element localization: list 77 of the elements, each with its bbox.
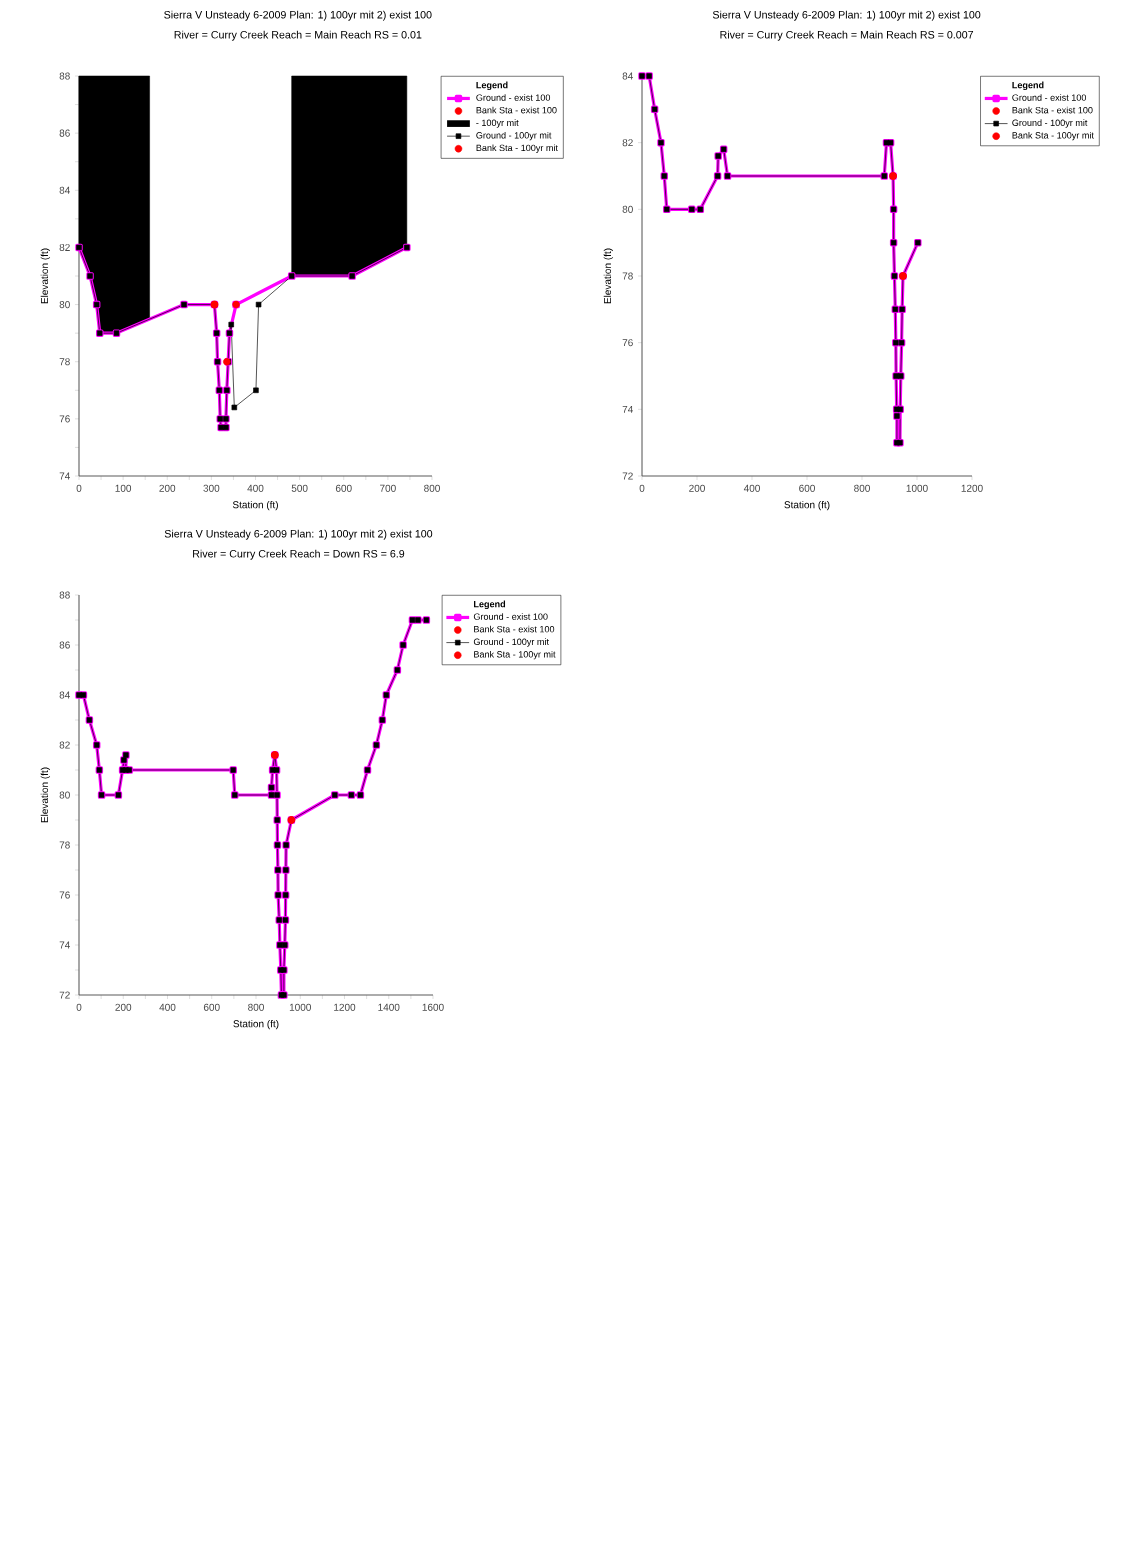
- legend-label: Bank Sta - 100yr mit: [474, 650, 556, 660]
- legend-label: Ground - 100yr mit: [1012, 119, 1088, 128]
- legend-label: Ground - 100yr mit: [476, 131, 552, 141]
- x-axis-title: Station (ft): [232, 500, 278, 511]
- chart-title: Sierra V Unsteady 6-2009 Plan: 1) 100yr mit 2) exist 100: [712, 10, 981, 21]
- chart-title: Sierra V Unsteady 6-2009 Plan: 1) 100yr mit 2) exist 100: [164, 10, 432, 21]
- legend-label: Bank Sta - exist 100: [1012, 106, 1093, 114]
- chart-subtitle: River = Curry Creek Reach = Main Reach RS = 0.01: [174, 30, 422, 41]
- x-tick-label: 1400: [378, 1003, 400, 1011]
- x-axis-title: Station (ft): [784, 500, 830, 511]
- x-tick-label: 600: [799, 484, 815, 492]
- chart-subtitle: River = Curry Creek Reach = Main Reach RS = 0.007: [720, 30, 974, 41]
- y-tick-label: 80: [59, 791, 70, 799]
- x-tick-label: 0: [76, 484, 82, 492]
- legend-label: Bank Sta - 100yr mit: [476, 144, 558, 153]
- y-tick-label: 82: [622, 139, 633, 147]
- legend-title: Legend: [476, 81, 508, 91]
- y-axis-title: Elevation (ft): [40, 767, 51, 823]
- x-tick-label: 400: [159, 1003, 176, 1011]
- y-tick-label: 76: [622, 339, 633, 347]
- x-tick-label: 100: [115, 484, 132, 492]
- y-tick-label: 82: [59, 741, 70, 749]
- x-tick-label: 200: [689, 484, 705, 492]
- y-tick-label: 74: [622, 405, 633, 413]
- y-tick-label: 86: [59, 641, 70, 649]
- legend-label: - 100yr mit: [476, 119, 519, 128]
- y-tick-label: 82: [59, 243, 70, 251]
- x-tick-label: 700: [380, 484, 396, 492]
- y-axis-title: Elevation (ft): [40, 248, 51, 304]
- y-tick-label: 88: [59, 591, 70, 599]
- y-tick-label: 78: [59, 841, 70, 849]
- x-tick-label: 400: [743, 484, 760, 492]
- legend-label: Bank Sta - 100yr mit: [1012, 131, 1094, 141]
- x-axis-title: Station (ft): [233, 1019, 279, 1030]
- legend-label: Ground - exist 100: [476, 94, 551, 101]
- legend-title: Legend: [1012, 81, 1044, 91]
- y-tick-label: 84: [59, 186, 70, 194]
- legend-label: Bank Sta - exist 100: [474, 625, 555, 633]
- y-tick-label: 78: [59, 358, 70, 366]
- x-tick-label: 800: [854, 484, 870, 492]
- y-tick-label: 72: [59, 991, 70, 999]
- chart-title: Sierra V Unsteady 6-2009 Plan: 1) 100yr mit 2) exist 100: [164, 529, 433, 540]
- x-tick-label: 600: [335, 484, 352, 492]
- y-tick-label: 74: [59, 941, 70, 949]
- legend-label: Ground - exist 100: [1012, 94, 1087, 101]
- y-tick-label: 84: [622, 72, 633, 80]
- x-tick-label: 400: [247, 484, 264, 492]
- legend-title: Legend: [474, 600, 506, 610]
- y-tick-label: 80: [622, 205, 633, 213]
- y-tick-label: 72: [622, 472, 633, 480]
- x-tick-label: 1600: [422, 1003, 444, 1011]
- legend-label: Bank Sta - exist 100: [476, 106, 557, 114]
- x-tick-label: 200: [115, 1003, 132, 1011]
- y-tick-label: 78: [622, 272, 633, 280]
- y-tick-label: 80: [59, 301, 70, 309]
- x-tick-label: 800: [424, 484, 440, 492]
- y-axis-title: Elevation (ft): [603, 248, 614, 304]
- y-tick-label: 84: [59, 691, 70, 699]
- x-tick-label: 1200: [334, 1003, 356, 1011]
- x-tick-label: 600: [203, 1003, 220, 1011]
- x-tick-label: 0: [76, 1003, 82, 1011]
- y-tick-label: 86: [59, 129, 70, 137]
- x-tick-label: 0: [639, 484, 645, 492]
- x-tick-label: 800: [248, 1003, 264, 1011]
- x-tick-label: 1000: [906, 484, 928, 492]
- y-tick-label: 74: [59, 472, 70, 480]
- y-tick-label: 76: [59, 415, 70, 423]
- x-tick-label: 300: [203, 484, 220, 492]
- chart-subtitle: River = Curry Creek Reach = Down RS = 6.9: [193, 549, 405, 560]
- x-tick-label: 200: [159, 484, 176, 492]
- x-tick-label: 1200: [961, 484, 983, 492]
- y-tick-label: 76: [59, 891, 70, 899]
- legend-label: Ground - exist 100: [473, 613, 548, 620]
- legend-label: Ground - 100yr mit: [473, 638, 549, 647]
- x-tick-label: 500: [291, 484, 308, 492]
- x-tick-label: 1000: [289, 1003, 311, 1011]
- y-tick-label: 88: [59, 72, 70, 80]
